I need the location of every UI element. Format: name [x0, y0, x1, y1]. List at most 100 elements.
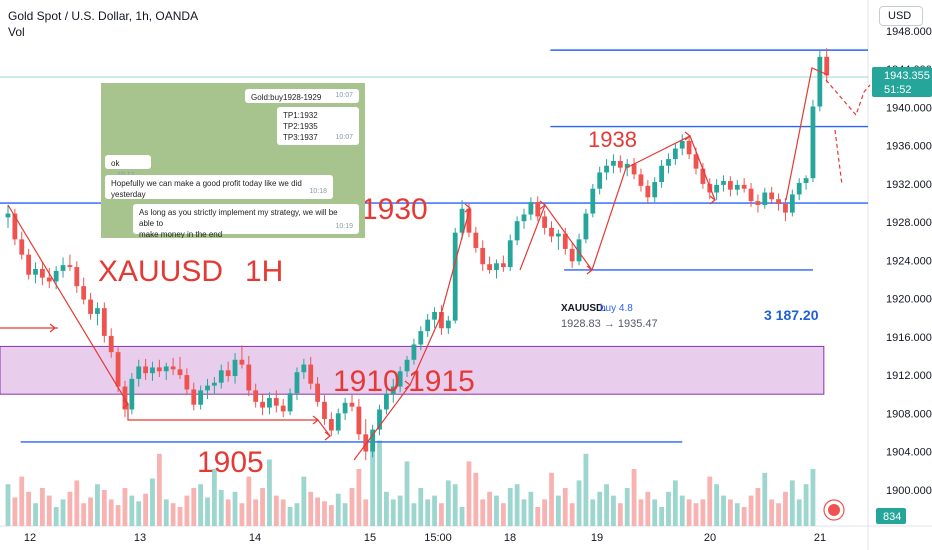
candle-body — [60, 265, 66, 271]
volume-bar — [638, 499, 644, 526]
volume-bar — [576, 480, 582, 526]
volume-bar — [74, 480, 80, 526]
candle-body — [652, 182, 658, 198]
candle-body — [817, 56, 823, 107]
volume-bar — [122, 488, 128, 526]
candle-body — [363, 434, 369, 452]
candle-body — [356, 406, 362, 435]
candle-body — [611, 160, 616, 166]
volume-bar — [562, 488, 568, 526]
price-tick-label: 1936.000 — [886, 141, 932, 153]
volume-bar — [115, 505, 121, 526]
candle-body — [734, 184, 740, 190]
volume-bar — [12, 497, 18, 526]
volume-bar — [728, 499, 733, 526]
time-tick-label: 13 — [134, 532, 146, 544]
candle-body — [260, 401, 265, 408]
currency-button[interactable]: USD — [879, 6, 923, 26]
volume-bar — [267, 459, 272, 526]
candle-body — [5, 213, 11, 218]
candle-body — [273, 398, 279, 406]
annotation-1910-1915: 1910 1915 — [333, 365, 475, 398]
candle-body — [384, 394, 389, 410]
arrow-head — [709, 195, 716, 205]
volume-bar — [184, 495, 190, 526]
candle-body — [315, 383, 320, 402]
candle-body — [728, 181, 733, 190]
chart-title: Gold Spot / U.S. Dollar, 1h, OANDA — [8, 9, 199, 23]
candle-body — [824, 56, 830, 76]
time-tick-label: 15 — [364, 532, 376, 544]
volume-bar — [108, 499, 114, 526]
candle-body — [562, 233, 568, 249]
volume-bar — [349, 488, 355, 526]
volume-bar — [370, 446, 376, 526]
candle-body — [473, 232, 479, 248]
volume-bar — [253, 499, 259, 526]
candle-body — [205, 385, 210, 391]
volume-bar — [659, 507, 664, 526]
time-tick-label: 14 — [249, 532, 261, 544]
volume-bar — [528, 491, 534, 526]
candle-body — [521, 214, 527, 222]
volume-bar — [514, 484, 520, 526]
candle-body — [294, 372, 300, 394]
candle-body — [762, 192, 768, 205]
volume-bar — [542, 499, 548, 526]
volume-bar — [218, 489, 224, 526]
candle-body — [390, 386, 396, 395]
volume-bar — [597, 491, 603, 526]
volume-bar — [88, 497, 93, 526]
candle-body — [672, 148, 678, 160]
candle-body — [108, 335, 114, 353]
last-price-badge — [872, 67, 932, 97]
volume-bar — [549, 472, 554, 526]
candle-body — [239, 359, 245, 365]
candle-body — [776, 199, 781, 204]
time-tick-label: 20 — [704, 532, 716, 544]
volume-bar — [741, 507, 747, 526]
volume-bar — [666, 491, 671, 526]
volume-bar — [232, 491, 238, 526]
trend-line-annotation — [317, 419, 331, 437]
volume-bar — [796, 499, 802, 526]
arrow-head — [464, 203, 471, 213]
volume-bar — [418, 488, 424, 526]
volume-bar — [679, 495, 685, 526]
arrow-head — [49, 323, 56, 333]
price-tick-label: 1920.000 — [886, 294, 932, 306]
candle-body — [755, 201, 761, 205]
candle-body — [590, 188, 596, 214]
candle-body — [225, 370, 231, 377]
candle-body — [246, 364, 252, 391]
chat-message-3: ok 10:17 — [105, 155, 151, 179]
volume-bar — [535, 507, 541, 526]
chat-message-1-text: Gold:buy1928-1929 — [251, 93, 322, 102]
candle-body — [514, 221, 520, 241]
chat-message-2-line-2: TP2:1935 — [283, 122, 318, 131]
candle-body — [19, 239, 25, 255]
volume-bar — [411, 503, 417, 526]
volume-bar — [81, 503, 87, 526]
volume-indicator-label[interactable]: Vol — [8, 25, 25, 39]
volume-bar — [652, 499, 658, 526]
candle-body — [789, 194, 795, 213]
annotation-1938: 1938 — [588, 127, 637, 152]
candle-body — [150, 367, 155, 374]
volume-bar — [452, 484, 458, 526]
candle-body — [535, 202, 541, 217]
volume-bar — [748, 495, 754, 526]
volume-bar — [143, 493, 148, 526]
volume-bar — [363, 499, 369, 526]
chat-message-5-time: 10:19 — [335, 223, 353, 230]
volume-bar — [260, 488, 265, 526]
candle-body — [748, 188, 754, 202]
candle-body — [597, 172, 603, 189]
countdown-label: 51:52 — [884, 84, 912, 96]
trade-note-symbol: XAUUSD. — [561, 303, 606, 314]
volume-bar — [755, 488, 761, 526]
volume-bar — [721, 495, 726, 526]
volume-bar — [301, 476, 307, 526]
volume-bar — [693, 503, 699, 526]
